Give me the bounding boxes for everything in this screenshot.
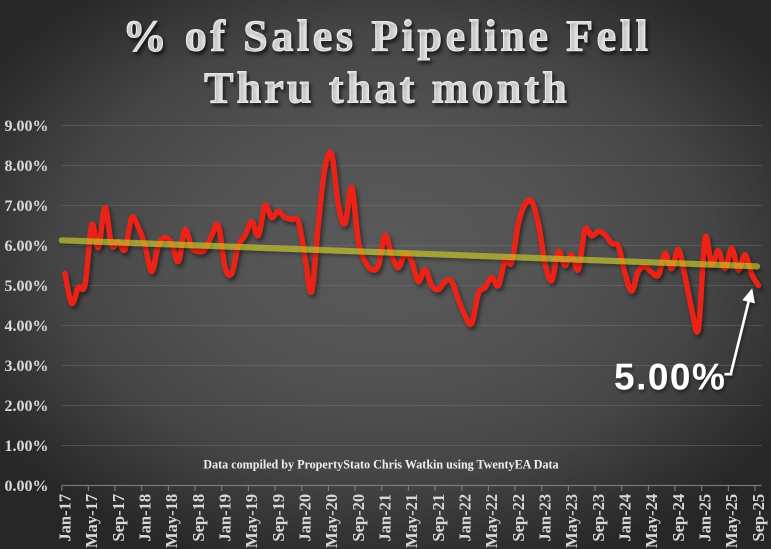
svg-text:Jan-25: Jan-25 — [696, 494, 715, 542]
svg-text:Thru that month: Thru that month — [204, 63, 570, 112]
svg-text:4.00%: 4.00% — [5, 318, 49, 335]
svg-text:3.00%: 3.00% — [5, 358, 49, 375]
svg-text:Sep-18: Sep-18 — [189, 494, 208, 542]
svg-text:May-20: May-20 — [322, 494, 341, 548]
svg-text:6.00%: 6.00% — [5, 238, 49, 255]
svg-text:Jan-20: Jan-20 — [296, 494, 315, 542]
svg-text:Data compiled by PropertyStato: Data compiled by PropertyStato Chris Wat… — [203, 458, 558, 472]
svg-text:May-23: May-23 — [562, 494, 581, 548]
svg-text:Jan-24: Jan-24 — [616, 494, 635, 542]
svg-text:Sep-17: Sep-17 — [109, 494, 128, 542]
svg-text:Jan-21: Jan-21 — [376, 494, 395, 542]
svg-text:Sep-25: Sep-25 — [749, 494, 768, 542]
svg-text:Sep-24: Sep-24 — [669, 494, 688, 542]
svg-text:9.00%: 9.00% — [5, 118, 49, 135]
svg-text:May-21: May-21 — [402, 494, 421, 548]
svg-text:7.00%: 7.00% — [5, 198, 49, 215]
svg-text:Jan-19: Jan-19 — [216, 494, 235, 542]
svg-text:8.00%: 8.00% — [5, 158, 49, 175]
svg-text:0.00%: 0.00% — [5, 478, 49, 495]
svg-text:5.00%: 5.00% — [614, 357, 726, 398]
svg-text:% of Sales Pipeline Fell: % of Sales Pipeline Fell — [123, 11, 652, 60]
svg-text:May-17: May-17 — [82, 494, 101, 548]
svg-text:May-22: May-22 — [482, 494, 501, 548]
svg-text:Jan-22: Jan-22 — [456, 494, 475, 542]
svg-text:Jan-17: Jan-17 — [56, 494, 75, 542]
svg-text:May-25: May-25 — [722, 494, 741, 548]
svg-text:Jan-23: Jan-23 — [536, 494, 555, 542]
svg-text:Sep-23: Sep-23 — [589, 494, 608, 542]
svg-text:2.00%: 2.00% — [5, 398, 49, 415]
svg-text:May-19: May-19 — [242, 494, 261, 548]
svg-text:5.00%: 5.00% — [5, 278, 49, 295]
svg-text:Sep-22: Sep-22 — [509, 494, 528, 542]
svg-text:May-24: May-24 — [642, 494, 661, 548]
svg-text:Jan-18: Jan-18 — [136, 494, 155, 542]
svg-text:Sep-20: Sep-20 — [349, 494, 368, 542]
svg-text:1.00%: 1.00% — [5, 438, 49, 455]
svg-text:Sep-21: Sep-21 — [429, 494, 448, 542]
svg-text:May-18: May-18 — [162, 494, 181, 548]
svg-text:Sep-19: Sep-19 — [269, 494, 288, 542]
